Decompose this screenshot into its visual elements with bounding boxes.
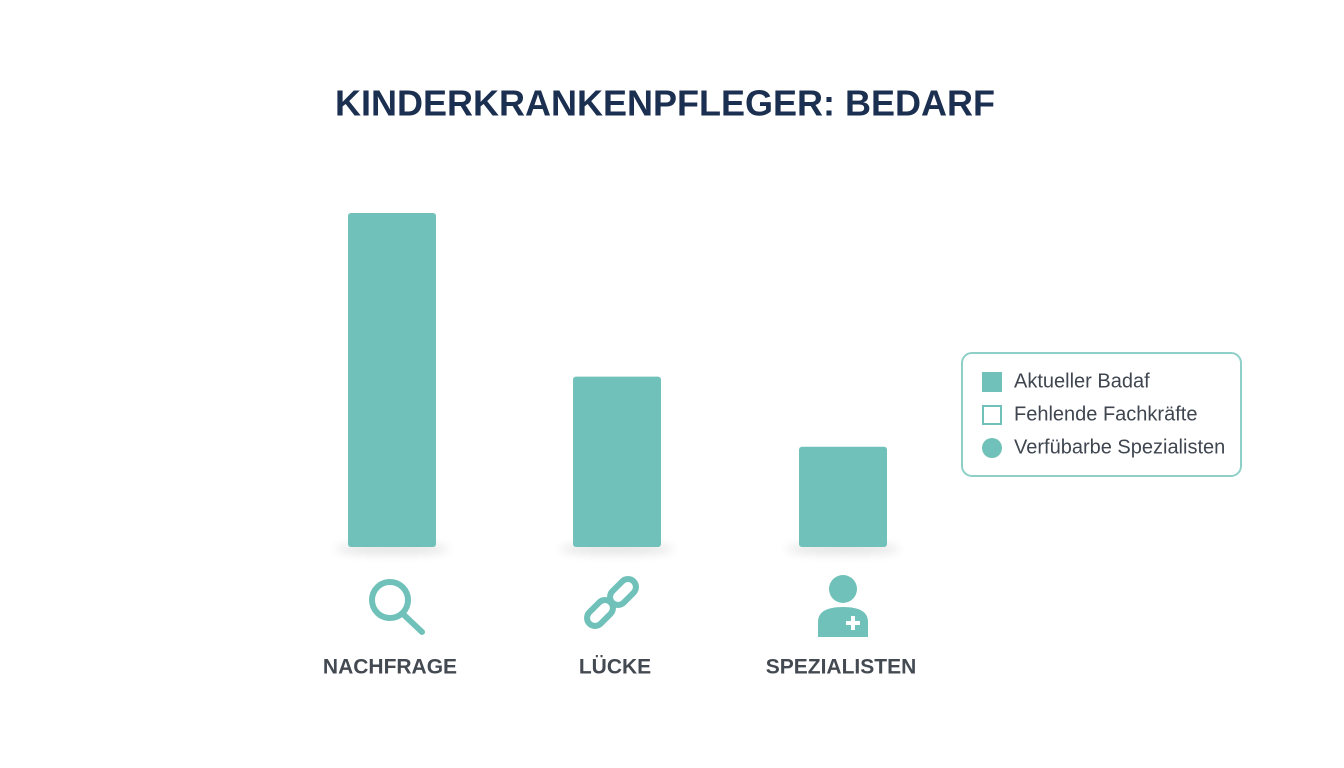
category-label: SPEZIALISTEN [766, 656, 917, 679]
legend [961, 352, 1242, 477]
search-icon [369, 579, 425, 635]
link-icon [584, 576, 639, 629]
legend-marker [982, 372, 1002, 392]
legend-label: Fehlende Fachkräfte [1014, 403, 1197, 425]
legend-label: Verfübarbe Spezialisten [1014, 436, 1225, 458]
specialist-icon [818, 575, 868, 637]
chart-title: KINDERKRANKENPFLEGER: BEDARF [335, 83, 995, 124]
category-label: LÜCKE [579, 656, 651, 679]
bar [573, 376, 661, 547]
legend-box [961, 352, 1242, 477]
legend-marker [982, 405, 1002, 425]
legend-marker [982, 438, 1002, 458]
legend-label: Aktueller Badaf [1014, 370, 1150, 392]
bar [348, 213, 436, 547]
bar [799, 446, 887, 547]
category-label: NACHFRAGE [323, 656, 457, 679]
